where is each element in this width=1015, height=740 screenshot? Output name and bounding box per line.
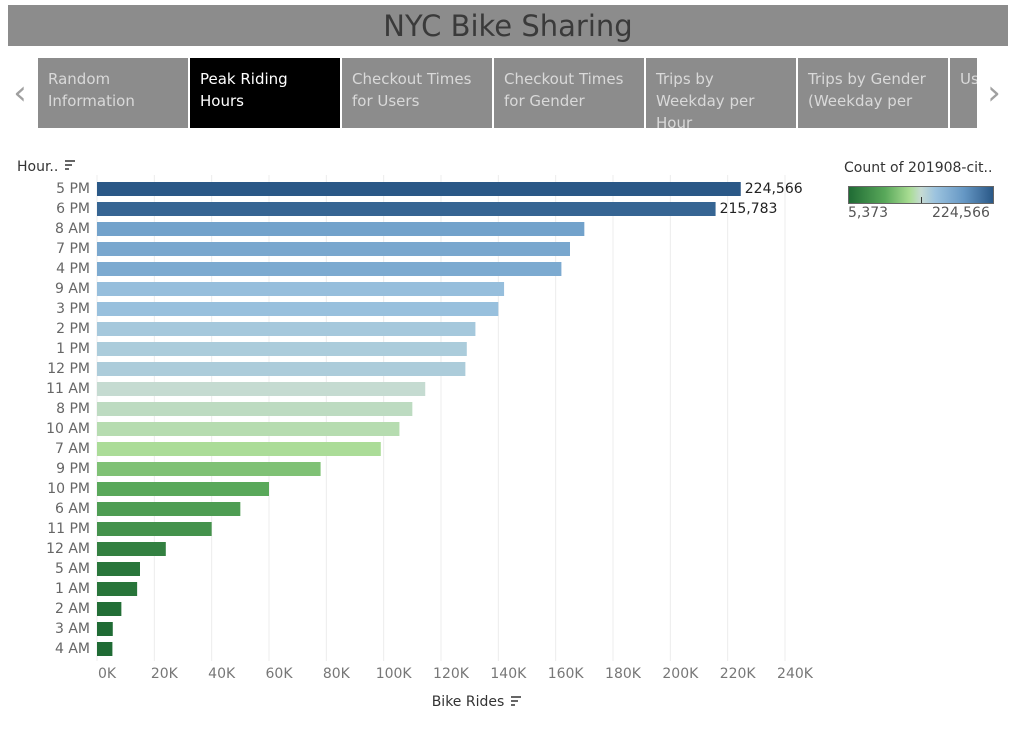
chevron-left-icon[interactable]: ‹: [13, 73, 27, 113]
bar[interactable]: [97, 542, 166, 556]
bar[interactable]: [97, 462, 321, 476]
tab-2[interactable]: Checkout Times for Users: [342, 58, 492, 128]
x-tick-label: 200K: [662, 666, 699, 682]
x-axis-title: Bike Rides: [432, 694, 505, 710]
y-category-label: 8 PM: [56, 401, 90, 417]
y-category-label: 5 PM: [56, 181, 90, 197]
tab-label: Checkout Times for Users: [352, 70, 472, 110]
x-tick-label: 20K: [151, 666, 179, 682]
sort-icon[interactable]: [65, 160, 75, 170]
y-category-label: 4 AM: [55, 641, 90, 657]
bar[interactable]: [97, 602, 122, 616]
y-axis-title: Hour..: [17, 159, 58, 175]
y-category-label: 1 AM: [55, 581, 90, 597]
tab-6[interactable]: Us Ge: [950, 58, 977, 128]
x-tick-label: 0K: [98, 666, 117, 682]
color-legend: Count of 201908-cit.. 5,373 224,566: [844, 160, 1004, 221]
dashboard-title-bar: NYC Bike Sharing: [8, 5, 1008, 46]
tab-1[interactable]: Peak Riding Hours: [190, 58, 340, 128]
x-tick-label: 220K: [720, 666, 757, 682]
y-category-label: 9 PM: [56, 461, 90, 477]
y-category-label: 3 PM: [56, 301, 90, 317]
x-tick-label: 240K: [777, 666, 814, 682]
data-label: 215,783: [720, 201, 778, 217]
bar[interactable]: [97, 242, 570, 256]
bar[interactable]: [97, 282, 505, 296]
bar[interactable]: [97, 582, 138, 596]
y-category-label: 9 AM: [55, 281, 90, 297]
x-tick-label: 100K: [376, 666, 413, 682]
bar[interactable]: [97, 262, 562, 276]
legend-min-label: 5,373: [848, 205, 889, 221]
tab-label: Trips by Weekday per Hour: [656, 70, 755, 128]
tab-3[interactable]: Checkout Times for Gender: [494, 58, 644, 128]
bar[interactable]: [97, 322, 476, 336]
y-category-label: 4 PM: [56, 261, 90, 277]
y-category-label: 10 PM: [47, 481, 90, 497]
tab-label: Trips by Gender (Weekday per: [808, 70, 926, 110]
tab-label: Checkout Times for Gender: [504, 70, 624, 110]
dashboard-title: NYC Bike Sharing: [383, 8, 633, 43]
y-category-label: 11 PM: [47, 521, 90, 537]
bar[interactable]: [97, 202, 716, 216]
bar-chart: 5 PM 6 PM 8 AM 7 PM 4 PM 9 AM 3 PM 2 PM 1 PM 12 P…: [17, 159, 814, 710]
x-tick-label: 180K: [605, 666, 642, 682]
bar[interactable]: [97, 642, 113, 656]
y-category-label: 1 PM: [56, 341, 90, 357]
bar[interactable]: [97, 182, 741, 196]
y-category-label: 5 AM: [55, 561, 90, 577]
bar[interactable]: [97, 302, 499, 316]
x-tick-label: 60K: [266, 666, 294, 682]
y-category-label: 2 AM: [55, 601, 90, 617]
y-category-label: 10 AM: [46, 421, 90, 437]
bar[interactable]: [97, 442, 381, 456]
legend-center-tick: [921, 197, 922, 203]
y-category-label: 7 AM: [55, 441, 90, 457]
chevron-right-icon[interactable]: ›: [987, 73, 1001, 113]
bar[interactable]: [97, 522, 212, 536]
x-tick-label: 120K: [433, 666, 470, 682]
tab-5[interactable]: Trips by Gender (Weekday per: [798, 58, 948, 128]
y-category-label: 6 AM: [55, 501, 90, 517]
x-tick-label: 80K: [323, 666, 351, 682]
bar[interactable]: [97, 382, 426, 396]
y-category-label: 6 PM: [56, 201, 90, 217]
bar[interactable]: [97, 502, 241, 516]
y-category-label: 8 AM: [55, 221, 90, 237]
bar[interactable]: [97, 622, 113, 636]
tab-4[interactable]: Trips by Weekday per Hour: [646, 58, 796, 128]
y-category-label: 12 PM: [47, 361, 90, 377]
bar[interactable]: [97, 222, 585, 236]
bar[interactable]: [97, 342, 467, 356]
bar[interactable]: [97, 362, 466, 376]
sort-icon[interactable]: [511, 696, 521, 706]
x-tick-label: 140K: [490, 666, 527, 682]
tab-label: Us Ge: [960, 70, 977, 88]
legend-title: Count of 201908-cit..: [844, 160, 993, 176]
tab-strip: Random Information Peak Riding Hours Check…: [38, 58, 977, 128]
y-category-label: 11 AM: [46, 381, 90, 397]
y-category-label: 7 PM: [56, 241, 90, 257]
tab-0[interactable]: Random Information: [38, 58, 188, 128]
legend-max-label: 224,566: [932, 205, 990, 221]
bar[interactable]: [97, 562, 140, 576]
data-label: 224,566: [745, 181, 803, 197]
y-category-label: 12 AM: [46, 541, 90, 557]
story-navigator: ‹ Random Information Peak Riding Hours Che…: [0, 58, 1015, 128]
tab-label: Random Information: [48, 70, 135, 110]
bar[interactable]: [97, 402, 413, 416]
bar[interactable]: [97, 422, 400, 436]
y-category-label: 2 PM: [56, 321, 90, 337]
bar[interactable]: [97, 482, 269, 496]
y-category-label: 3 AM: [55, 621, 90, 637]
x-tick-label: 160K: [548, 666, 585, 682]
x-tick-label: 40K: [208, 666, 236, 682]
legend-gradient-bar: [848, 186, 994, 204]
tab-label: Peak Riding Hours: [200, 70, 288, 110]
